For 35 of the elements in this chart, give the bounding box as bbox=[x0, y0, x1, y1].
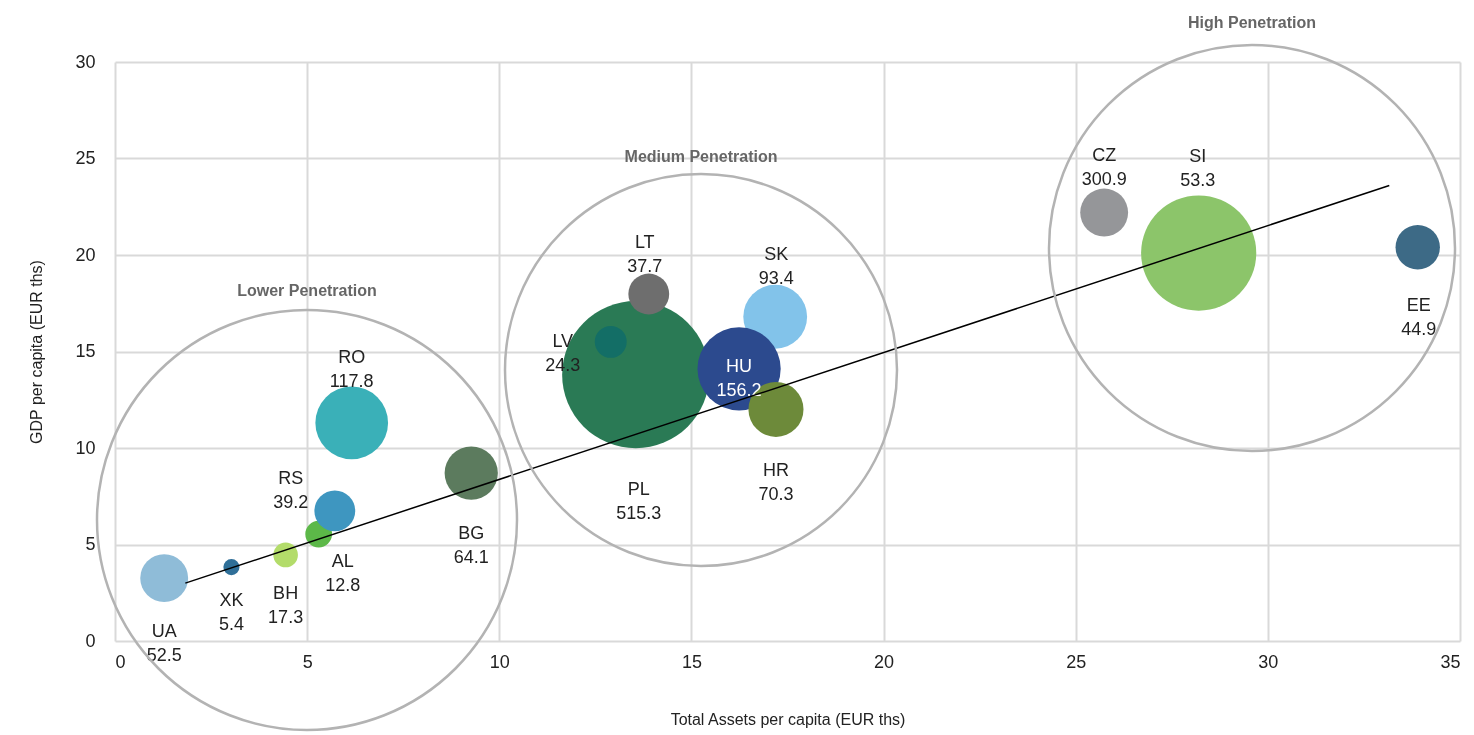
x-tick-label: 15 bbox=[681, 651, 702, 672]
x-tick-label: 10 bbox=[489, 651, 510, 672]
y-tick-label: 10 bbox=[75, 437, 96, 458]
data-label: XK 5.4 bbox=[218, 590, 244, 635]
y-tick-label: 30 bbox=[75, 51, 96, 72]
data-label: SI 53.3 bbox=[1180, 146, 1216, 191]
y-tick-label: 5 bbox=[85, 534, 96, 554]
x-tick-label: 25 bbox=[1066, 651, 1087, 672]
data-label: EE 44.9 bbox=[1401, 295, 1437, 340]
annotation: Medium Penetration bbox=[624, 148, 778, 165]
text: High Penetration bbox=[1187, 14, 1317, 31]
x-tick-label: 20 bbox=[874, 651, 895, 672]
data-label: SK 93.4 bbox=[758, 243, 794, 288]
data-label: HU 156.2 bbox=[716, 355, 762, 400]
x-tick-label: 5 bbox=[302, 651, 313, 672]
y-tick-label: 15 bbox=[75, 341, 96, 361]
x-tick-label: 30 bbox=[1258, 651, 1279, 672]
y-tick-label: 25 bbox=[75, 148, 96, 168]
data-label: AL 12.8 bbox=[325, 551, 361, 596]
data-label: UA 52.5 bbox=[146, 621, 182, 666]
x-tick-label: 35 bbox=[1440, 651, 1461, 672]
data-label: BG 64.1 bbox=[453, 523, 489, 568]
y-axis-title: GDP per capita (EUR ths) bbox=[28, 260, 46, 444]
y-tick-label: 20 bbox=[75, 244, 96, 265]
x-tick-label: 0 bbox=[115, 651, 126, 672]
data-label: HR 70.3 bbox=[758, 460, 794, 505]
data-label: PL 515.3 bbox=[616, 478, 662, 523]
x-axis-title: Total Assets per capita (EUR ths) bbox=[670, 710, 906, 728]
data-label: CZ 300.9 bbox=[1081, 144, 1127, 189]
y-tick-label: 0 bbox=[85, 630, 96, 651]
data-label: RO 117.8 bbox=[329, 346, 374, 391]
annotation: Lower Penetration bbox=[237, 282, 377, 299]
data-label: RS 39.2 bbox=[273, 467, 309, 512]
data-label: LT 37.7 bbox=[627, 231, 663, 276]
data-label: BH 17.3 bbox=[268, 582, 304, 627]
